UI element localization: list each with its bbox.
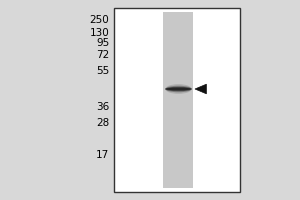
- Polygon shape: [195, 84, 206, 94]
- Text: 250: 250: [90, 15, 110, 25]
- Text: 130: 130: [90, 28, 110, 38]
- Bar: [114, 8, 240, 192]
- Text: 28: 28: [96, 118, 110, 128]
- Ellipse shape: [165, 84, 192, 94]
- Text: 72: 72: [96, 50, 110, 60]
- Bar: [164, 12, 194, 188]
- Ellipse shape: [165, 86, 192, 92]
- Text: 95: 95: [96, 38, 110, 48]
- Text: 17: 17: [96, 150, 110, 160]
- Text: 55: 55: [96, 66, 110, 76]
- Text: 36: 36: [96, 102, 110, 112]
- Text: A549: A549: [164, 0, 193, 2]
- Ellipse shape: [165, 87, 192, 91]
- Ellipse shape: [165, 88, 192, 90]
